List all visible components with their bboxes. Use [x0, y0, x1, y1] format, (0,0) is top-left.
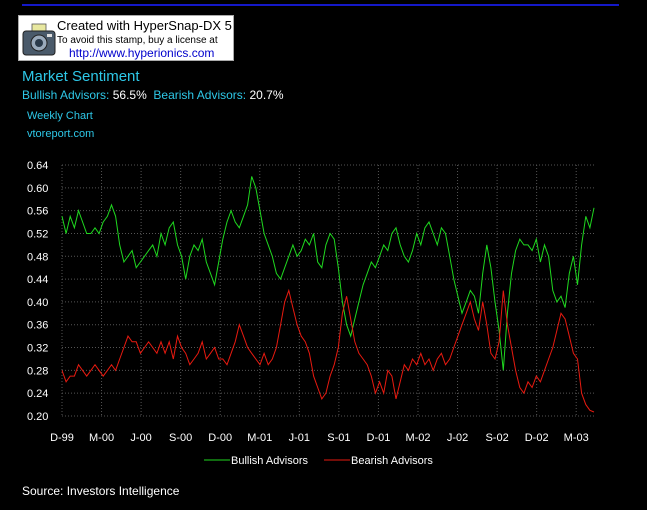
y-tick-label: 0.20 [27, 411, 48, 423]
x-tick-label: D-01 [367, 432, 391, 444]
series-line-bearish [61, 288, 595, 413]
x-tick-label: M-01 [247, 432, 272, 444]
y-tick-label: 0.64 [27, 160, 48, 172]
y-tick-label: 0.60 [27, 183, 48, 195]
bullish-value: 56.5% [112, 88, 147, 102]
top-rule [22, 4, 619, 6]
y-tick-label: 0.52 [27, 228, 48, 240]
bullish-label: Bullish Advisors: [22, 88, 110, 102]
x-tick-label: M-03 [564, 432, 589, 444]
x-tick-label: J-00 [130, 432, 151, 444]
site-label: vtoreport.com [27, 128, 95, 140]
series-line-bullish [61, 176, 595, 371]
x-tick-label: D-00 [208, 432, 232, 444]
y-tick-label: 0.32 [27, 343, 48, 355]
hypersnap-stamp: Created with HyperSnap-DX 5 To avoid thi… [18, 15, 234, 61]
y-tick-label: 0.44 [27, 274, 48, 286]
y-tick-label: 0.48 [27, 251, 48, 263]
x-tick-label: D-02 [525, 432, 549, 444]
source-note: Source: Investors Intelligence [22, 484, 180, 498]
x-tick-label: S-02 [485, 432, 508, 444]
x-tick-label: M-00 [89, 432, 114, 444]
y-tick-label: 0.56 [27, 206, 48, 218]
y-tick-label: 0.24 [27, 388, 48, 400]
y-tick-label: 0.28 [27, 365, 48, 377]
bearish-value: 20.7% [249, 88, 284, 102]
x-tick-label: S-01 [327, 432, 350, 444]
y-tick-label: 0.36 [27, 320, 48, 332]
y-tick-label: 0.40 [27, 297, 48, 309]
camera-icon [22, 23, 56, 56]
stamp-line-1: Created with HyperSnap-DX 5 [57, 18, 232, 33]
x-tick-label: S-00 [169, 432, 192, 444]
bearish-label: Bearish Advisors: [153, 88, 247, 102]
chart-title: Market Sentiment [22, 68, 140, 85]
legend-label-bullish: Bullish Advisors [231, 455, 309, 467]
sentiment-stats: Bullish Advisors: 56.5% Bearish Advisors… [22, 88, 284, 102]
x-tick-label: D-99 [50, 432, 74, 444]
legend-label-bearish: Bearish Advisors [351, 455, 433, 467]
stamp-line-2: To avoid this stamp, buy a license at [57, 35, 218, 46]
x-tick-label: J-01 [289, 432, 310, 444]
stamp-link[interactable]: http://www.hyperionics.com [69, 46, 215, 60]
chart-subtitle: Weekly Chart [27, 110, 93, 122]
x-tick-label: J-02 [447, 432, 468, 444]
x-tick-label: M-02 [405, 432, 430, 444]
